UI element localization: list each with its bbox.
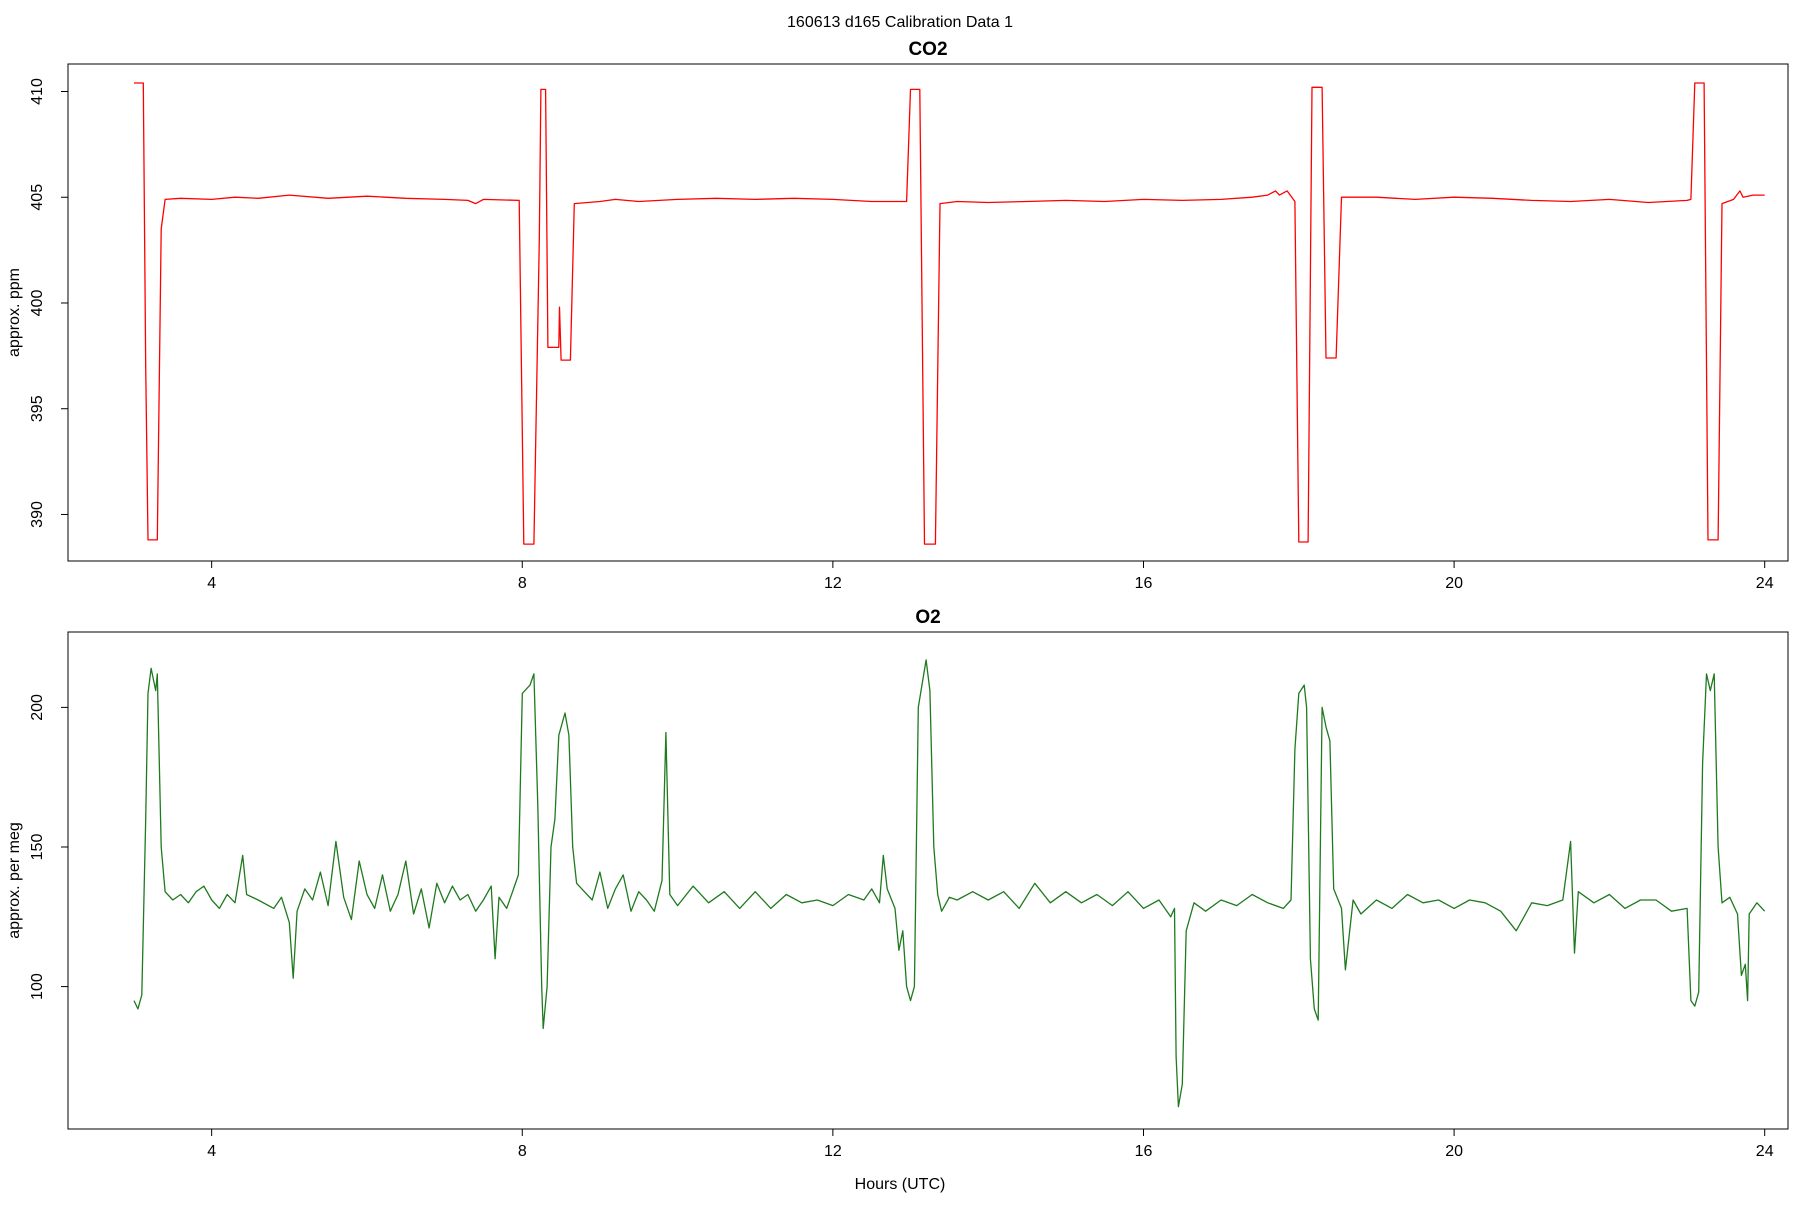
x-tick-label: 24 xyxy=(1756,1143,1774,1160)
plot-frame xyxy=(67,63,1789,562)
y-axis-label: approx. per meg xyxy=(6,822,23,939)
figure-title: 160613 d165 Calibration Data 1 xyxy=(787,14,1013,31)
x-tick-label: 4 xyxy=(207,575,216,592)
y-axis-label: approx. ppm xyxy=(6,268,23,357)
series-line-co2 xyxy=(134,82,1765,545)
y-tick-label: 100 xyxy=(29,973,46,1000)
x-tick-label: 12 xyxy=(824,1143,842,1160)
panel-title: CO2 xyxy=(908,39,947,60)
y-tick-label: 200 xyxy=(29,694,46,721)
x-tick-label: 24 xyxy=(1756,575,1774,592)
x-axis-label: Hours (UTC) xyxy=(855,1176,946,1193)
y-tick-label: 400 xyxy=(29,290,46,317)
panel-title: O2 xyxy=(915,607,940,628)
y-tick-label: 390 xyxy=(29,501,46,528)
y-tick-label: 410 xyxy=(29,78,46,105)
x-tick-label: 20 xyxy=(1445,1143,1463,1160)
x-tick-label: 16 xyxy=(1135,1143,1153,1160)
series-line-o2 xyxy=(133,659,1766,1108)
chart-panel-o2: O2 approx. per meg 4 8 12 16 20 24 100 150 200 xyxy=(6,607,1789,1160)
y-tick-label: 405 xyxy=(29,184,46,211)
chart-panel-co2: CO2 approx. ppm 4 8 12 16 20 24 390 395 400 405 410 xyxy=(6,39,1789,592)
x-tick-label: 4 xyxy=(207,1143,216,1160)
plot-frame xyxy=(67,631,1789,1130)
x-tick-label: 20 xyxy=(1445,575,1463,592)
y-tick-label: 395 xyxy=(29,395,46,422)
chart-panels: CO2 approx. ppm 4 8 12 16 20 24 390 395 400 405 410 O… xyxy=(6,39,1789,1160)
x-tick-label: 8 xyxy=(518,1143,527,1160)
x-tick-label: 8 xyxy=(518,575,527,592)
x-tick-label: 12 xyxy=(824,575,842,592)
y-tick-label: 150 xyxy=(29,834,46,861)
x-tick-label: 16 xyxy=(1135,575,1153,592)
